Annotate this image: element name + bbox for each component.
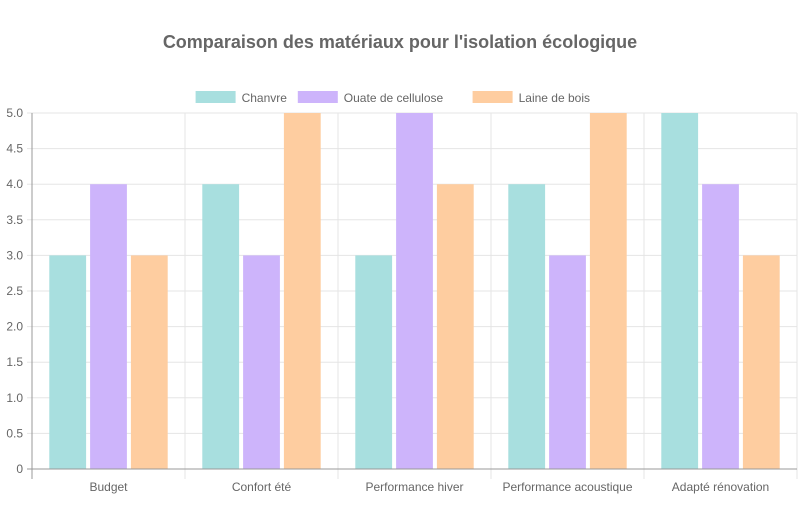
bar-ouate-de-cellulose [702,184,739,469]
bar-chanvre [355,255,393,469]
x-tick-label: Budget [89,480,128,494]
bar-laine-de-bois [130,255,168,469]
y-tick-label: 4.0 [6,177,23,191]
bar-laine-de-bois [742,255,780,469]
axes: 0 0.5 1.0 1.5 2.0 2.5 3.0 3.5 4.0 4.5 5.0 Budget Con… [6,106,797,494]
bar-ouate-de-cellulose [90,184,127,469]
bar-laine-de-bois [283,113,321,469]
x-tick-label: Confort été [232,480,292,494]
legend: Chanvre Ouate de cellulose Laine de bois [195,91,590,105]
y-tick-label: 0.5 [6,426,23,440]
y-tick-label: 3.5 [6,213,23,227]
bars [49,113,780,469]
y-tick-label: 4.5 [6,142,23,156]
bar-chanvre [661,113,699,469]
y-tick-label: 1.5 [6,355,23,369]
bar-ouate-de-cellulose [243,255,280,469]
y-tick-label: 2.0 [6,320,23,334]
bar-laine-de-bois [436,184,474,469]
chart-title: Comparaison des matériaux pour l'isolati… [163,32,637,52]
y-tick-label: 2.5 [6,284,23,298]
x-tick-label: Adapté rénovation [672,480,769,494]
x-tick-label: Performance hiver [365,480,463,494]
bar-laine-de-bois [589,113,627,469]
bar-chanvre [202,184,240,469]
legend-label: Ouate de cellulose [344,91,444,105]
bar-ouate-de-cellulose [396,113,433,469]
y-tick-label: 3.0 [6,248,23,262]
bar-ouate-de-cellulose [549,255,586,469]
legend-swatch [195,91,236,103]
bar-chanvre [49,255,87,469]
y-tick-label: 0 [16,462,23,476]
x-tick-label: Performance acoustique [502,480,632,494]
legend-label: Laine de bois [519,91,590,105]
bar-chanvre [508,184,546,469]
legend-swatch [472,91,513,103]
y-tick-label: 5.0 [6,106,23,120]
legend-swatch [297,91,338,103]
legend-label: Chanvre [242,91,288,105]
y-tick-label: 1.0 [6,391,23,405]
